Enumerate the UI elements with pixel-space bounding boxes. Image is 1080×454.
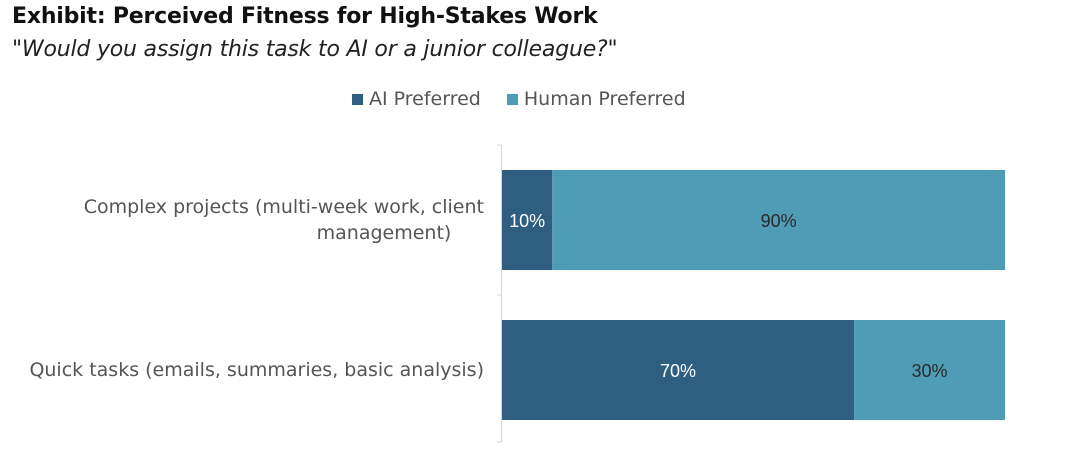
legend-swatch-human-preferred bbox=[506, 93, 518, 105]
chart-title: Exhibit: Perceived Fitness for High-Stak… bbox=[12, 4, 598, 29]
category-label: management) bbox=[317, 222, 452, 244]
chart-legend: AI Preferred Human Preferred bbox=[352, 88, 712, 110]
legend-label-ai-preferred: AI Preferred bbox=[369, 88, 481, 110]
category-label: Quick tasks (emails, summaries, basic an… bbox=[29, 359, 484, 381]
category-label: Complex projects (multi-week work, clien… bbox=[84, 196, 484, 218]
bar-segment-human-preferred bbox=[854, 320, 1005, 420]
bar-segment-ai-preferred bbox=[502, 170, 553, 270]
legend-item-human-preferred: Human Preferred bbox=[506, 88, 686, 110]
bar-segment-human-preferred bbox=[552, 170, 1005, 270]
data-label: 30% bbox=[912, 361, 948, 381]
data-label: 90% bbox=[761, 211, 797, 231]
legend-swatch-ai-preferred bbox=[352, 93, 363, 105]
data-label: 10% bbox=[509, 211, 545, 231]
legend-item-ai-preferred: AI Preferred bbox=[352, 88, 481, 110]
data-label: 70% bbox=[660, 361, 696, 381]
bar-segment-ai-preferred bbox=[502, 320, 855, 420]
chart-subtitle: "Would you assign this task to AI or a j… bbox=[12, 37, 618, 62]
legend-label-human-preferred: Human Preferred bbox=[523, 88, 686, 110]
